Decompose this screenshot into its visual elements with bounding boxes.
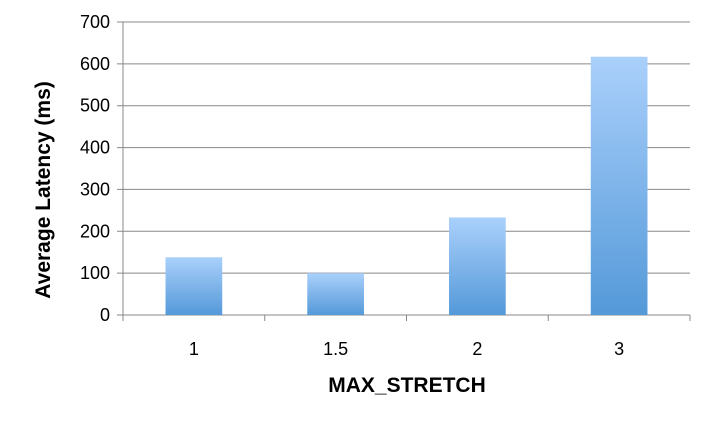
y-tick-label: 200 (80, 221, 110, 241)
bar-3 (590, 56, 648, 316)
bar-2 (449, 217, 506, 315)
x-tick-label: 2 (472, 339, 482, 359)
bar-1 (165, 257, 223, 315)
y-tick-label: 100 (80, 263, 110, 283)
y-axis-title: Average Latency (ms) (32, 81, 55, 298)
y-tick-label: 0 (100, 305, 110, 325)
y-tick-label: 300 (80, 179, 110, 199)
bar-1.5 (307, 273, 364, 315)
x-axis-title: MAX_STRETCH (328, 374, 486, 397)
x-tick-label: 1.5 (323, 339, 348, 359)
y-tick-label: 500 (80, 96, 110, 116)
y-tick-label: 400 (80, 138, 110, 158)
y-tick-label: 700 (80, 12, 110, 32)
y-axis-tick-labels: 0 100 200 300 400 500 600 700 (80, 12, 110, 325)
x-axis-tick-labels: 1 1.5 2 3 (189, 339, 624, 359)
x-tick-label: 1 (189, 339, 199, 359)
y-tick-label: 600 (80, 54, 110, 74)
x-tick-label: 3 (614, 339, 624, 359)
bars (165, 56, 648, 316)
